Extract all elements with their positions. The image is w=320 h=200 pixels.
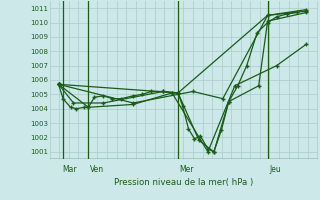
Text: Mer: Mer bbox=[180, 165, 194, 174]
Text: Mar: Mar bbox=[63, 165, 77, 174]
Text: Pression niveau de la mer( hPa ): Pression niveau de la mer( hPa ) bbox=[114, 178, 254, 187]
Text: Ven: Ven bbox=[90, 165, 104, 174]
Text: Jeu: Jeu bbox=[269, 165, 281, 174]
